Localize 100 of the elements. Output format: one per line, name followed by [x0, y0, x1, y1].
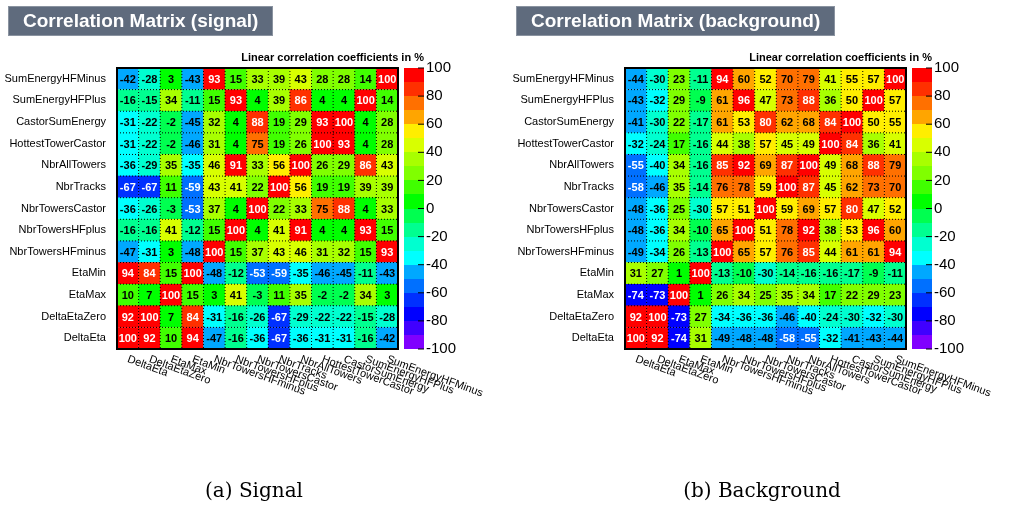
- data-label: 78: [780, 224, 794, 237]
- data-label: -48: [627, 202, 644, 215]
- data-label: 69: [802, 202, 815, 215]
- data-label: 100: [334, 116, 354, 129]
- data-label: 35: [780, 288, 794, 301]
- y-tick-label: NbrAllTowers: [549, 158, 615, 171]
- data-label: -31: [119, 116, 136, 129]
- data-label: 73: [780, 94, 794, 107]
- data-label: 15: [208, 94, 221, 107]
- data-label: 100: [161, 288, 181, 301]
- data-label: -16: [692, 137, 709, 150]
- color-bar-label: 0: [934, 198, 943, 216]
- data-label: 100: [734, 224, 754, 237]
- data-label: 59: [780, 202, 794, 215]
- data-label: -67: [271, 310, 288, 323]
- data-label: -31: [336, 332, 352, 345]
- data-label: -22: [141, 137, 158, 150]
- data-label: -34: [649, 245, 667, 258]
- data-label: 35: [294, 288, 307, 301]
- data-label: 93: [337, 137, 351, 150]
- data-label: -42: [119, 72, 136, 85]
- data-label: -67: [271, 332, 288, 345]
- data-label: 94: [716, 72, 730, 85]
- data-label: -47: [206, 332, 223, 345]
- y-tick-label: DeltaEta: [63, 331, 107, 344]
- data-label: 22: [672, 116, 686, 129]
- y-tick-label: NbrTowersHFplus: [18, 223, 107, 236]
- data-label: -22: [141, 116, 158, 129]
- data-label: 100: [756, 202, 775, 215]
- data-label: 61: [716, 116, 729, 129]
- color-bar-label: 100: [426, 58, 452, 76]
- data-label: -10: [692, 224, 709, 237]
- data-label: 73: [867, 180, 880, 193]
- data-label: 39: [272, 94, 286, 107]
- data-label: 85: [802, 245, 815, 258]
- data-label: -16: [227, 310, 244, 323]
- data-label: 92: [143, 332, 156, 345]
- data-label: 31: [316, 245, 329, 258]
- data-label: 100: [777, 180, 797, 193]
- data-label: -45: [184, 116, 201, 129]
- data-label: 27: [651, 267, 664, 280]
- data-label: 10: [164, 332, 178, 345]
- data-label: -36: [119, 159, 136, 172]
- data-label: 28: [381, 137, 394, 150]
- data-label: -2: [317, 288, 328, 301]
- data-label: 86: [359, 159, 372, 172]
- data-label: -16: [141, 224, 158, 237]
- data-label: 100: [648, 310, 667, 323]
- data-label: 93: [359, 224, 372, 237]
- y-tick-label: NbrTowersCastor: [21, 201, 107, 214]
- data-label: -34: [714, 310, 732, 323]
- data-label: 93: [316, 116, 329, 129]
- data-label: 100: [140, 310, 159, 323]
- data-label: 68: [845, 159, 859, 172]
- color-bar-label: -60: [934, 282, 956, 300]
- data-label: -43: [379, 267, 396, 280]
- data-label: 70: [780, 72, 794, 85]
- data-label: 26: [716, 288, 729, 301]
- data-label: 46: [208, 159, 221, 172]
- data-label: 92: [802, 224, 815, 237]
- data-label: -22: [336, 310, 352, 323]
- text: (b) Background: [682, 478, 842, 502]
- data-label: 34: [164, 94, 179, 107]
- data-label: 52: [759, 72, 772, 85]
- data-label: 80: [845, 202, 859, 215]
- color-bar-label: -80: [426, 311, 448, 329]
- data-label: -46: [779, 310, 796, 323]
- y-tick-label: CastorSumEnergy: [524, 115, 615, 128]
- data-label: 92: [121, 310, 134, 323]
- data-label: 55: [889, 116, 902, 129]
- y-tick-label: NbrTowersCastor: [529, 201, 615, 214]
- data-label: -30: [649, 116, 666, 129]
- data-label: -53: [184, 202, 201, 215]
- data-label: 92: [737, 159, 751, 172]
- data-label: -67: [119, 180, 136, 193]
- data-label: -22: [314, 310, 331, 323]
- data-label: -26: [249, 310, 266, 323]
- y-tick-label: DeltaEta: [571, 331, 615, 344]
- data-label: -30: [887, 310, 904, 323]
- y-tick-label: HottestTowerCastor: [517, 136, 615, 149]
- data-label: 69: [759, 159, 772, 172]
- data-label: 15: [164, 267, 178, 280]
- data-label: 26: [672, 245, 686, 258]
- color-bar-title: Linear correlation coefficients in %: [241, 50, 425, 63]
- data-label: -32: [822, 332, 839, 345]
- data-label: -29: [141, 159, 158, 172]
- data-label: 85: [716, 159, 729, 172]
- data-label: 15: [359, 245, 372, 258]
- data-label: -59: [184, 180, 201, 193]
- data-label: -31: [206, 310, 223, 323]
- color-bar-label: 40: [934, 142, 951, 160]
- y-tick-label: DeltaEtaZero: [41, 309, 106, 322]
- color-bar-label: 80: [426, 86, 443, 104]
- data-label: 3: [384, 288, 391, 301]
- color-bar-title: Linear correlation coefficients in %: [749, 50, 933, 63]
- data-label: -36: [649, 224, 666, 237]
- data-label: 41: [229, 180, 243, 193]
- data-label: 29: [337, 159, 351, 172]
- data-label: 57: [889, 94, 902, 107]
- y-tick-label: SumEnergyHFPlus: [12, 93, 107, 106]
